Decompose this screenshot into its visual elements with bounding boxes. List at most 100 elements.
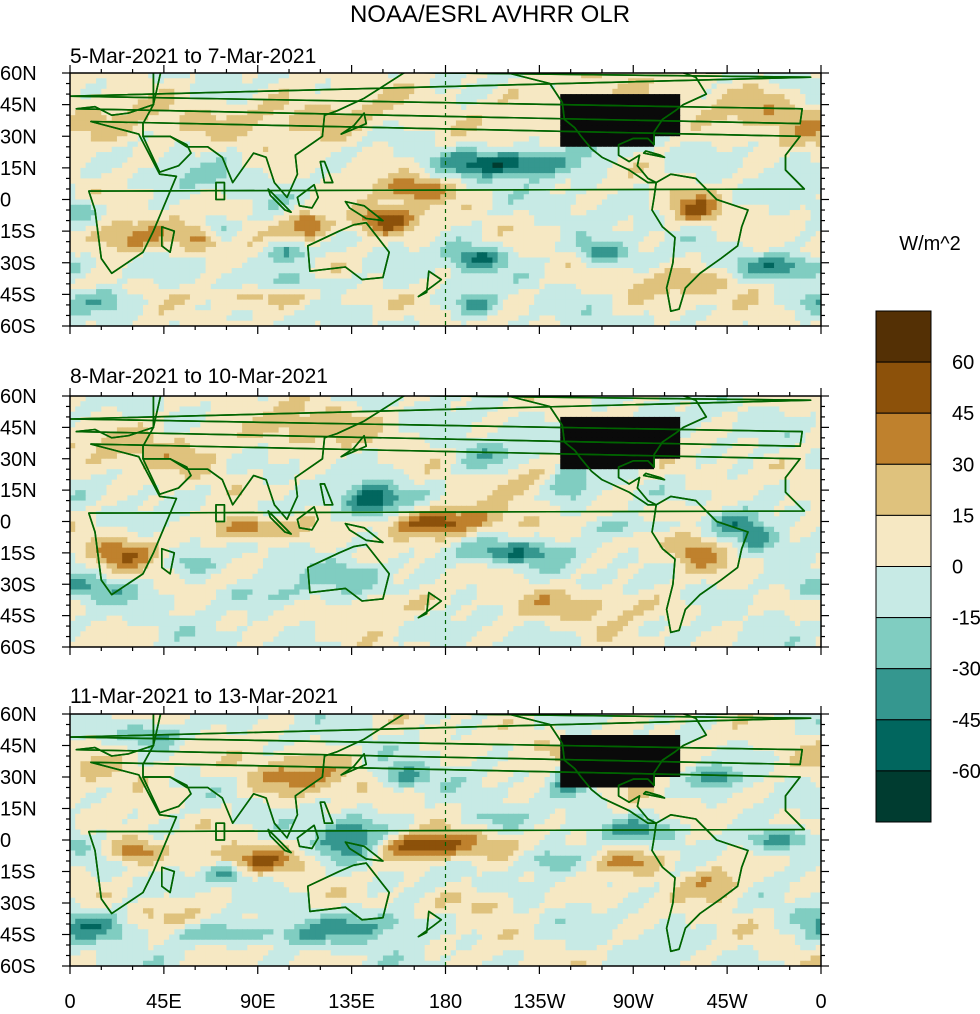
olr-cell xyxy=(648,199,655,206)
olr-cell xyxy=(242,99,248,106)
olr-cell xyxy=(638,231,645,237)
olr-cell xyxy=(659,236,666,243)
olr-cell xyxy=(377,194,384,201)
olr-cell xyxy=(617,173,624,180)
olr-cell xyxy=(482,199,488,206)
olr-cell xyxy=(372,162,379,169)
olr-cell xyxy=(695,231,702,237)
olr-cell xyxy=(377,78,384,85)
olr-cell xyxy=(377,157,384,164)
olr-cell xyxy=(169,146,175,153)
olr-cell xyxy=(414,252,421,259)
olr-cell xyxy=(617,125,624,132)
olr-cell xyxy=(534,210,540,216)
olr-cell xyxy=(132,99,139,106)
olr-cell xyxy=(148,188,155,195)
olr-cell xyxy=(669,241,676,248)
olr-cell xyxy=(753,183,760,190)
olr-cell xyxy=(539,199,546,206)
olr-cell xyxy=(513,231,520,237)
olr-cell xyxy=(445,130,452,137)
olr-cell xyxy=(482,120,488,127)
olr-cell xyxy=(80,199,87,206)
olr-cell xyxy=(596,73,603,79)
olr-cell xyxy=(544,183,551,190)
olr-cell xyxy=(466,94,473,100)
olr-cell xyxy=(774,99,780,106)
olr-cell xyxy=(362,231,368,237)
olr-cell xyxy=(607,130,613,137)
olr-cell xyxy=(346,246,353,253)
olr-cell xyxy=(487,173,494,180)
olr-cell xyxy=(508,146,514,153)
olr-cell xyxy=(502,225,509,232)
olr-cell xyxy=(143,152,149,158)
olr-cell xyxy=(372,204,379,211)
olr-cell xyxy=(252,152,259,158)
olr-cell xyxy=(346,252,353,259)
olr-cell xyxy=(257,246,264,253)
olr-cell xyxy=(262,246,269,253)
olr-cell xyxy=(455,115,462,122)
olr-cell xyxy=(539,188,546,195)
olr-cell xyxy=(85,120,92,127)
olr-cell xyxy=(539,236,546,243)
olr-cell xyxy=(132,136,139,143)
olr-cell xyxy=(659,231,666,237)
olr-cell xyxy=(189,194,196,201)
olr-cell xyxy=(377,120,384,127)
olr-cell xyxy=(210,162,217,169)
olr-cell xyxy=(101,178,108,185)
olr-cell xyxy=(450,157,457,164)
olr-cell xyxy=(252,136,259,143)
olr-cell xyxy=(85,157,92,164)
olr-cell xyxy=(408,194,415,201)
olr-cell xyxy=(320,204,327,211)
olr-cell xyxy=(309,173,316,180)
olr-cell xyxy=(216,167,222,174)
olr-cell xyxy=(768,220,775,227)
olr-cell xyxy=(247,120,254,127)
olr-cell xyxy=(534,162,540,169)
olr-cell xyxy=(628,125,634,132)
olr-cell xyxy=(226,120,233,127)
olr-cell xyxy=(106,83,113,90)
olr-cell xyxy=(335,236,342,243)
olr-cell xyxy=(586,157,593,164)
olr-cell xyxy=(179,241,186,248)
olr-cell xyxy=(299,231,306,237)
olr-cell xyxy=(471,225,478,232)
olr-cell xyxy=(727,215,733,222)
olr-cell xyxy=(732,167,739,174)
olr-cell xyxy=(612,225,619,232)
olr-cell xyxy=(774,130,780,137)
olr-cell xyxy=(289,236,295,243)
olr-cell xyxy=(727,157,733,164)
olr-cell xyxy=(628,83,634,90)
olr-cell xyxy=(382,130,389,137)
olr-cell xyxy=(555,99,561,106)
olr-cell xyxy=(325,141,332,148)
olr-cell xyxy=(268,157,274,164)
olr-cell xyxy=(805,120,812,127)
olr-cell xyxy=(492,83,499,90)
olr-cell xyxy=(794,210,801,216)
olr-cell xyxy=(508,99,514,106)
olr-cell xyxy=(372,115,379,122)
olr-cell xyxy=(789,236,796,243)
olr-cell xyxy=(487,83,494,90)
olr-cell xyxy=(231,220,238,227)
olr-cell xyxy=(85,178,92,185)
olr-cell xyxy=(518,231,525,237)
olr-cell xyxy=(132,83,139,90)
olr-cell xyxy=(539,104,546,111)
olr-cell xyxy=(283,78,290,85)
olr-cell xyxy=(445,194,452,201)
olr-cell xyxy=(70,83,76,90)
olr-cell xyxy=(377,73,384,79)
olr-cell xyxy=(555,136,561,143)
olr-cell xyxy=(315,220,321,227)
olr-cell xyxy=(789,99,796,106)
olr-cell xyxy=(742,183,749,190)
olr-cell xyxy=(289,252,295,259)
